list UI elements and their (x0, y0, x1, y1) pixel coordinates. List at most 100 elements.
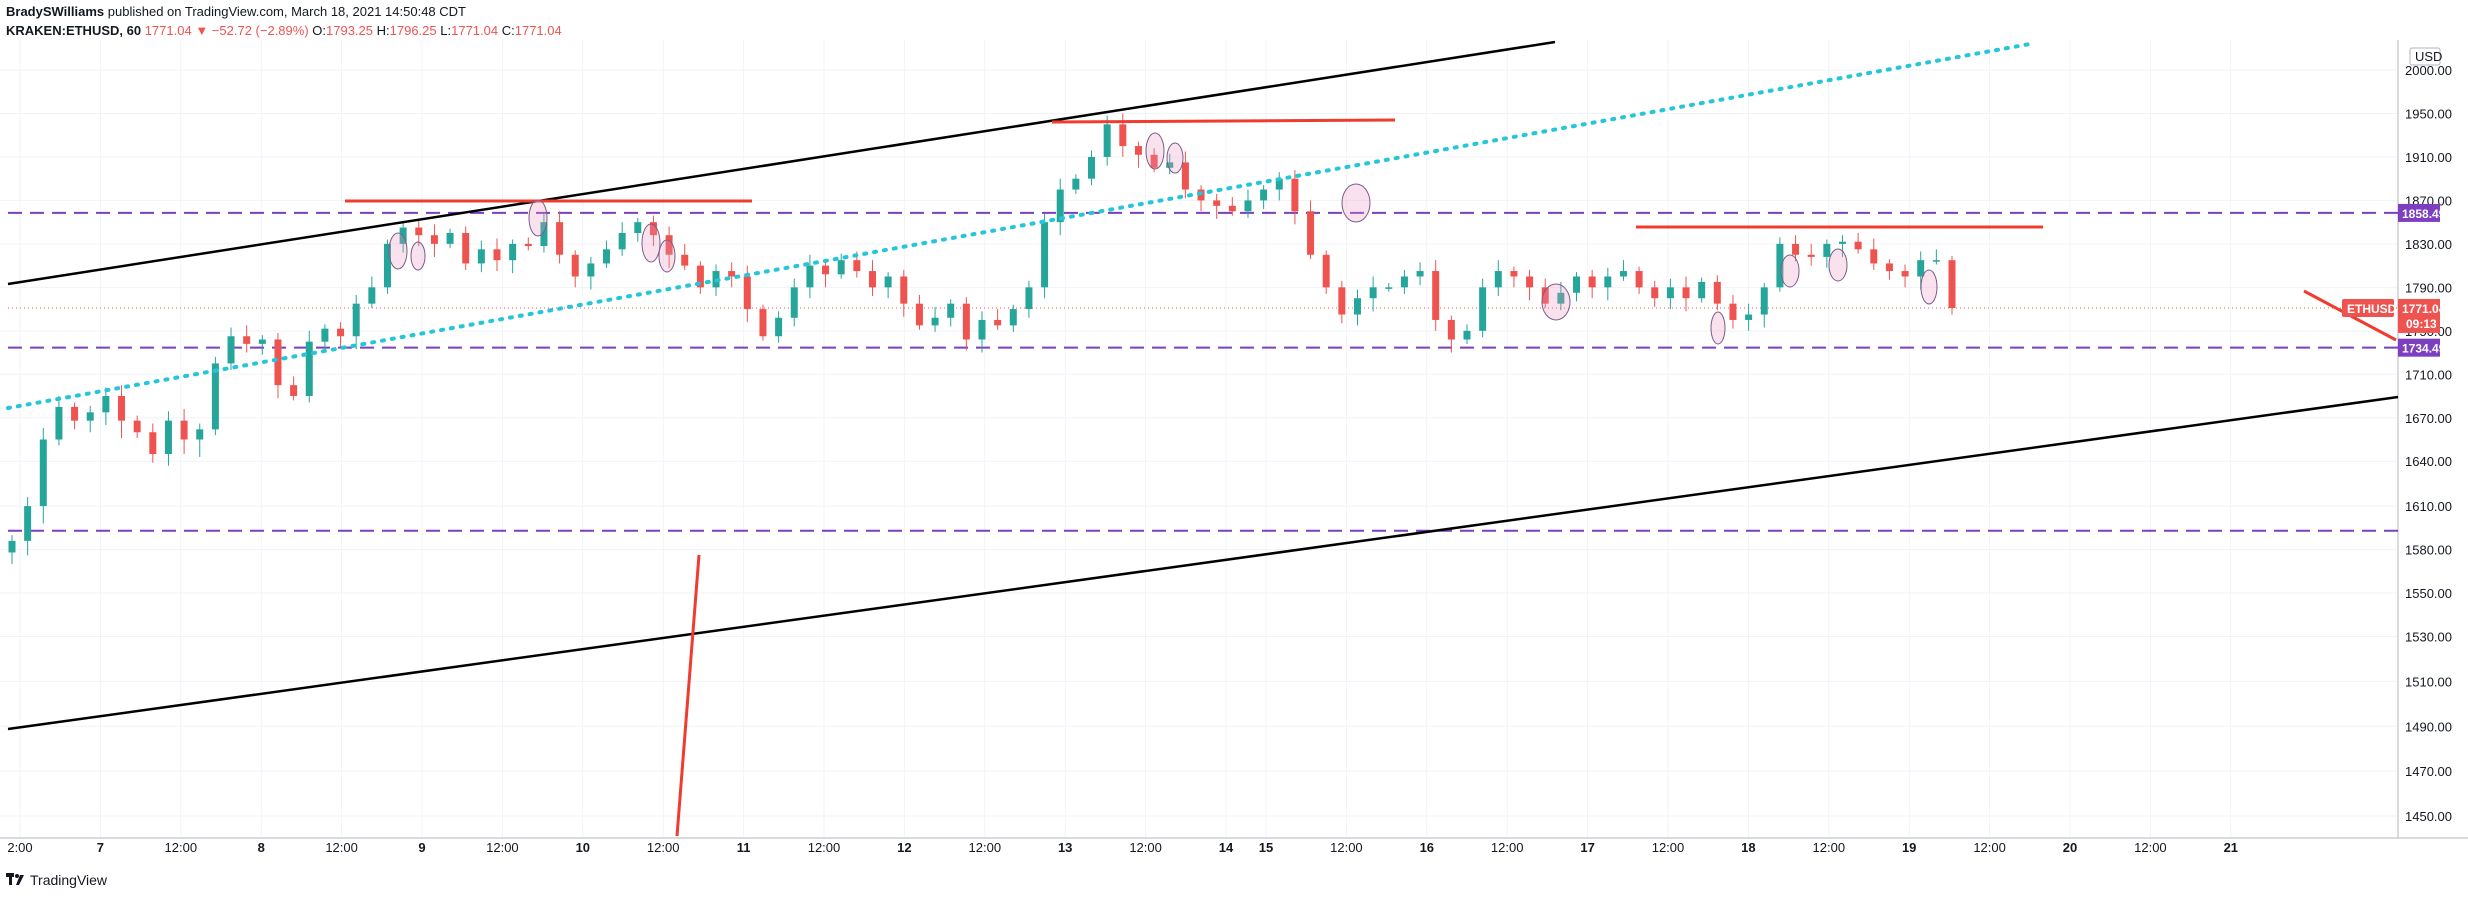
candle-body (994, 319, 1002, 326)
high-value: 1796.25 (389, 23, 437, 38)
highlight-ellipse (641, 223, 661, 263)
dotted-trend-line (6, 42, 2032, 410)
support-levels (8, 211, 2398, 532)
candle-body (556, 222, 564, 255)
candle-body (1134, 146, 1142, 155)
candle-body (86, 412, 94, 421)
time-axis[interactable]: 2:00 7 12:00 8 12:00 9 12:00 10 12:00 11 12:00 12 12… (7, 840, 2238, 855)
tradingview-logo-icon (6, 873, 24, 885)
highlight-ellipse (1341, 183, 1371, 223)
price-level-badge: 1858.49 (2398, 203, 2446, 222)
candle-body (1619, 271, 1627, 277)
time-tick-label: 12:00 (1491, 840, 1524, 855)
time-tick-label: 12:00 (969, 840, 1002, 855)
candle-body (8, 540, 16, 553)
candle-body (962, 303, 970, 340)
price-tick-label: 1790.00 (2405, 280, 2452, 295)
upper-channel-line (7, 40, 1556, 286)
candle-body (634, 222, 642, 234)
candle-body (1510, 271, 1518, 277)
price-axis[interactable]: 1450.00 1470.00 1490.00 1510.00 1530.00 1550.… (2405, 47, 2452, 824)
time-tick-label: 21 (2224, 840, 2238, 855)
bar-countdown: 09:13 (2406, 317, 2437, 331)
price-tick-label: 1470.00 (2405, 764, 2452, 779)
highlight-ellipse (388, 232, 408, 270)
candle-body (1432, 271, 1440, 320)
price-tick-label: 1610.00 (2405, 499, 2452, 514)
candle-body (1635, 271, 1643, 288)
candle-body (290, 385, 298, 397)
time-tick-label: 12:00 (647, 840, 680, 855)
candle-body (1291, 178, 1299, 212)
price-change: ▼ −52.72 (−2.89%) (195, 23, 309, 38)
ohlc-line: KRAKEN:ETHUSD, 60 1771.04 ▼ −52.72 (−2.8… (6, 21, 562, 40)
price-level-badge-text: 1858.49 (2402, 207, 2446, 221)
candle-body (681, 254, 689, 266)
candle-body (493, 249, 501, 261)
candle-body (1760, 287, 1768, 315)
price-tick-label: 1450.00 (2405, 809, 2452, 824)
candle-body (1088, 156, 1096, 179)
author-name[interactable]: BradySWilliams (6, 4, 105, 19)
candle-body (462, 233, 470, 264)
candle-body (1745, 314, 1753, 320)
highlight-ellipse (658, 239, 676, 273)
lower-channel-line (7, 395, 2399, 731)
candle-body (1573, 276, 1581, 293)
highlight-ellipse (410, 241, 426, 271)
candle-body (1698, 281, 1706, 299)
publish-info: published on TradingView.com, March 18, … (107, 4, 466, 19)
candle-body (1322, 254, 1330, 288)
candle-body (509, 243, 517, 261)
candle-body (1682, 287, 1690, 299)
candle-body (102, 396, 110, 413)
candle-body (649, 222, 657, 236)
candle-body (1713, 281, 1721, 304)
candle-body (321, 328, 329, 342)
price-tick-label: 1950.00 (2405, 106, 2452, 121)
price-level-badge-bg (2398, 338, 2440, 357)
candle-body (118, 396, 126, 421)
candles (8, 113, 1956, 565)
candle-body (274, 339, 282, 386)
candle-body (587, 263, 595, 277)
time-tick-label: 8 (258, 840, 265, 855)
candle-body (133, 420, 141, 433)
close-value: 1771.04 (514, 23, 562, 38)
publish-line: BradySWilliams published on TradingView.… (6, 2, 562, 21)
candle-body (1338, 287, 1346, 315)
candle-body (1807, 254, 1815, 257)
candle-body (1651, 287, 1659, 299)
candle-body (837, 260, 845, 275)
candle-body (1948, 260, 1956, 308)
candle-body (1588, 276, 1596, 288)
time-tick-label: 9 (418, 840, 425, 855)
grid (0, 40, 2398, 838)
time-tick-label: 2:00 (7, 840, 32, 855)
candle-body (164, 420, 172, 454)
resistance-marker (1051, 118, 1396, 124)
candle-body (978, 319, 986, 340)
candle-body (1932, 260, 1940, 262)
candle-body (1385, 287, 1393, 289)
candle-body (383, 243, 391, 288)
time-tick-label: 16 (1420, 840, 1434, 855)
time-tick-label: 13 (1058, 840, 1072, 855)
tradingview-brand[interactable]: TradingView (30, 872, 108, 888)
time-tick-label: 14 (1219, 840, 1234, 855)
candle-body (900, 276, 908, 304)
time-tick-label: 12:00 (1129, 840, 1162, 855)
price-level-badge-text: 1734.49 (2402, 342, 2446, 356)
candle-body (868, 271, 876, 288)
time-tick-label: 20 (2063, 840, 2077, 855)
drawings (6, 40, 2399, 837)
candle-body (1447, 319, 1455, 340)
candle-body (1917, 260, 1925, 277)
candle-body (1260, 189, 1268, 201)
candle-body (1494, 271, 1502, 288)
candle-body (915, 303, 923, 326)
candle-body (931, 317, 939, 326)
candle-body (618, 233, 626, 250)
